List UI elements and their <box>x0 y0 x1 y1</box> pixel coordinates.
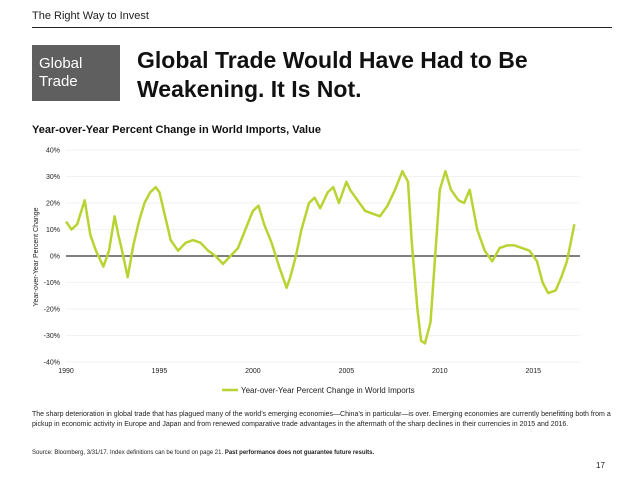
y-tick-label: 10% <box>46 227 60 234</box>
source-note: Source: Bloomberg, 3/31/17. Index defini… <box>32 450 374 456</box>
y-tick-label: 40% <box>46 148 60 155</box>
tagline: The Right Way to Invest <box>32 10 149 22</box>
page-title: Global Trade Would Have Had to Be Weaken… <box>137 46 607 104</box>
caption-text: The sharp deterioration in global trade … <box>32 411 611 428</box>
section-label-line1: Global <box>39 55 83 72</box>
page-title-line2: Weakening. It Is Not. <box>137 76 362 102</box>
page-number: 17 <box>596 461 605 470</box>
x-tick-label: 1990 <box>58 368 74 375</box>
x-tick-label: 2000 <box>245 368 261 375</box>
section-label: Global Trade <box>32 45 120 101</box>
legend-label: Year-over-Year Percent Change in World I… <box>241 386 415 395</box>
x-tick-label: 2015 <box>525 368 541 375</box>
y-axis-ticks: 40% 30% 20% 10% 0% -10% -20% -30% -40% <box>44 148 60 367</box>
x-axis-ticks: 1990 1995 2000 2005 2010 2015 <box>58 368 541 375</box>
source-text: Source: Bloomberg, 3/31/17. Index defini… <box>32 450 224 456</box>
y-tick-label: 30% <box>46 174 60 181</box>
chart-title: Year-over-Year Percent Change in World I… <box>32 124 321 136</box>
y-tick-label: -20% <box>44 307 60 314</box>
legend: Year-over-Year Percent Change in World I… <box>222 386 415 395</box>
y-axis-label: Year-over-Year Percent Change <box>33 207 40 306</box>
y-tick-label: -10% <box>44 280 60 287</box>
x-tick-label: 2005 <box>339 368 355 375</box>
y-tick-label: 0% <box>50 254 60 261</box>
world-imports-chart: 40% 30% 20% 10% 0% -10% -20% -30% -40% 1990 1995 2… <box>33 148 580 395</box>
x-tick-label: 1995 <box>152 368 168 375</box>
series-line-world-imports <box>64 169 576 345</box>
y-tick-label: -30% <box>44 333 60 340</box>
y-tick-label: -40% <box>44 360 60 367</box>
y-tick-label: 20% <box>46 201 60 208</box>
disclaimer-text: Past performance does not guarantee futu… <box>224 450 375 456</box>
page-title-line1: Global Trade Would Have Had to Be <box>137 47 528 73</box>
section-label-line2: Trade <box>39 73 78 90</box>
header-divider <box>32 27 612 28</box>
x-tick-label: 2010 <box>432 368 448 375</box>
